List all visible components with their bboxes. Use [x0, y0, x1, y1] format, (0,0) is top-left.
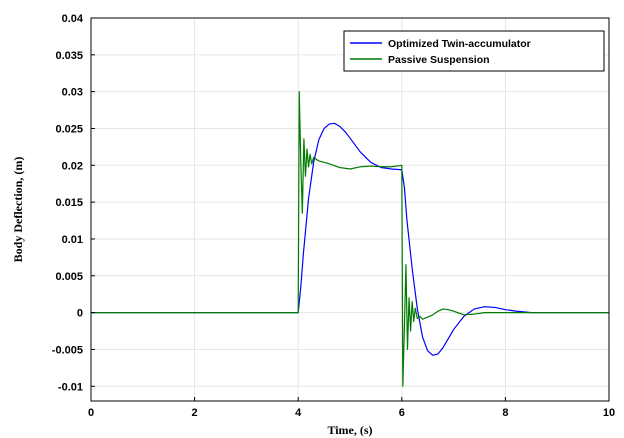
y-tick-label: 0.01 [62, 234, 83, 246]
y-tick-label: 0.025 [55, 123, 83, 135]
x-axis-title: Time, (s) [327, 423, 372, 437]
y-tick-label: 0.005 [55, 271, 83, 283]
y-tick-label: 0.035 [55, 50, 83, 62]
y-tick-label: 0 [77, 308, 83, 320]
tick-labels: 0 2 4 6 8 10 -0.01 -0.005 0 0.005 0.01 0.015 0.02 0.0… [52, 13, 615, 419]
y-tick-label: 0.04 [62, 13, 84, 25]
x-tick-label: 6 [399, 407, 405, 419]
legend-box [343, 30, 605, 72]
y-tick-label: -0.005 [52, 344, 83, 356]
x-tick-label: 0 [88, 407, 94, 419]
series-line-optimized [91, 122, 609, 356]
legend-label-passive: Passive Suspension [388, 54, 490, 66]
y-axis-title: Body Deflection, (m) [11, 157, 25, 263]
plot-frame [90, 17, 610, 402]
grid [90, 17, 610, 401]
legend: Optimized Twin-accumulator Passive Suspe… [343, 30, 605, 72]
series-line-passive [91, 91, 609, 387]
y-tick-label: -0.01 [58, 381, 83, 393]
y-tick-label: 0.03 [62, 87, 83, 99]
x-tick-label: 8 [502, 407, 508, 419]
legend-label-optimized: Optimized Twin-accumulator [388, 38, 531, 50]
y-tick-label: 0.02 [62, 160, 83, 172]
series-lines [91, 91, 609, 387]
x-tick-label: 4 [295, 407, 302, 419]
x-tick-label: 10 [603, 407, 615, 419]
x-tick-label: 2 [192, 407, 198, 419]
y-tick-label: 0.015 [55, 197, 83, 209]
